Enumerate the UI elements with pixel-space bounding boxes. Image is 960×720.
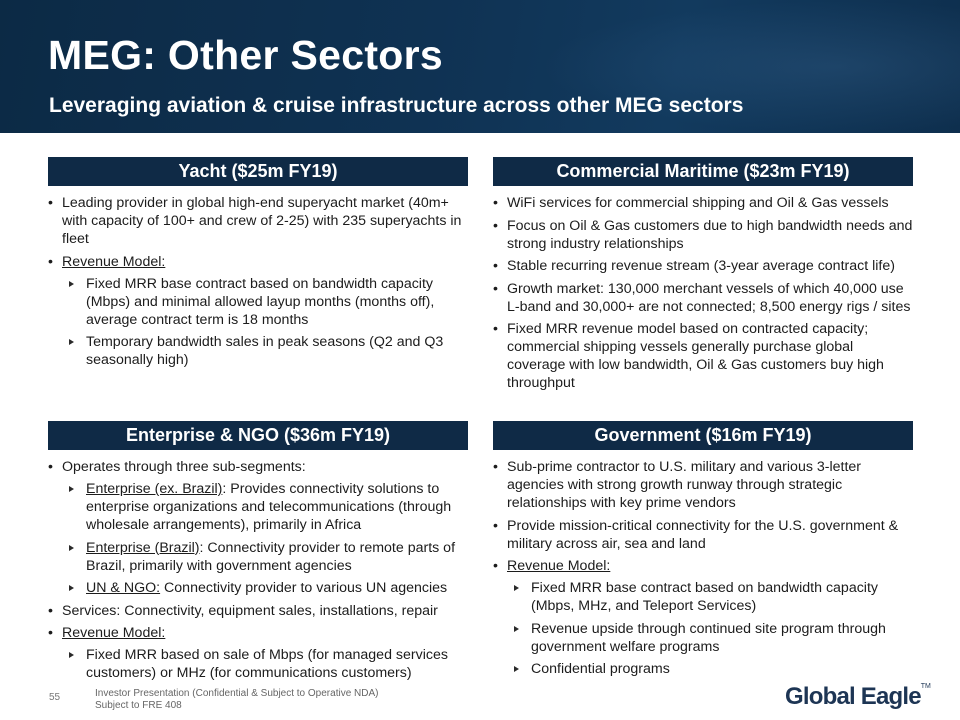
list-item: Operates through three sub-segments: Ent… — [48, 458, 468, 597]
sub-list-item: Enterprise (ex. Brazil): Provides connec… — [62, 480, 468, 534]
list-item: Leading provider in global high-end supe… — [48, 194, 468, 248]
sub-list-item: Enterprise (Brazil): Connectivity provid… — [62, 539, 468, 575]
list-item: Sub-prime contractor to U.S. military an… — [493, 458, 913, 512]
list-item: Fixed MRR revenue model based on contrac… — [493, 320, 913, 392]
list-item: Growth market: 130,000 merchant vessels … — [493, 280, 913, 316]
sub-list-item: Fixed MRR based on sale of Mbps (for man… — [62, 646, 468, 682]
bullet-text: Leading provider in global high-end supe… — [62, 195, 462, 247]
government-bullets: Sub-prime contractor to U.S. military an… — [493, 458, 913, 678]
sub-list-item: Confidential programs — [507, 660, 913, 678]
footer-disclaimer: Investor Presentation (Confidential & Su… — [95, 688, 379, 699]
page-title: MEG: Other Sectors — [48, 32, 443, 78]
subsegment-text: : Provides connectivity solutions to ent… — [86, 481, 452, 533]
logo-trademark: TM — [920, 683, 931, 690]
sub-list-item: Fixed MRR base contract based on bandwid… — [62, 275, 468, 329]
header-banner: MEG: Other Sectors Leveraging aviation &… — [0, 0, 960, 133]
header-glow — [540, 0, 960, 133]
list-item: Provide mission-critical connectivity fo… — [493, 517, 913, 553]
subsegment-text: Connectivity provider to various UN agen… — [160, 580, 448, 596]
sub-list-item: Temporary bandwidth sales in peak season… — [62, 333, 468, 369]
list-item: WiFi services for commercial shipping an… — [493, 194, 913, 212]
footer-fre-note: Subject to FRE 408 — [95, 700, 182, 711]
list-item: Revenue Model: Fixed MRR base contract b… — [48, 253, 468, 370]
page-subtitle: Leveraging aviation & cruise infrastruct… — [49, 94, 744, 117]
list-item: Revenue Model: Fixed MRR base contract b… — [493, 557, 913, 678]
government-sub-bullets: Fixed MRR base contract based on bandwid… — [507, 579, 913, 678]
government-heading: Government ($16m FY19) — [493, 421, 913, 450]
global-eagle-logo: Global EagleTM — [785, 683, 931, 710]
page-number: 55 — [49, 692, 61, 703]
list-item: Stable recurring revenue stream (3-year … — [493, 257, 913, 275]
maritime-heading: Commercial Maritime ($23m FY19) — [493, 157, 913, 186]
subsegment-label: UN & NGO: — [86, 580, 161, 596]
revenue-model-label: Revenue Model: — [62, 625, 166, 641]
enterprise-bullets: Operates through three sub-segments: Ent… — [48, 458, 468, 682]
yacht-bullets: Leading provider in global high-end supe… — [48, 194, 468, 369]
revenue-model-label: Revenue Model: — [62, 253, 166, 270]
list-item: Services: Connectivity, equipment sales,… — [48, 602, 468, 620]
revenue-model-label: Revenue Model: — [507, 558, 611, 574]
enterprise-revenue-sub-bullets: Fixed MRR based on sale of Mbps (for man… — [62, 646, 468, 682]
yacht-sub-bullets: Fixed MRR base contract based on bandwid… — [62, 275, 468, 370]
subsegment-label: Enterprise (Brazil) — [86, 539, 200, 556]
sub-list-item: Revenue upside through continued site pr… — [507, 620, 913, 656]
bullet-text: Operates through three sub-segments: — [62, 459, 306, 475]
subsegment-text: : Connectivity provider to remote parts … — [86, 539, 456, 574]
sub-list-item: UN & NGO: Connectivity provider to vario… — [62, 579, 468, 597]
enterprise-sub-bullets: Enterprise (ex. Brazil): Provides connec… — [62, 480, 468, 597]
yacht-panel: Yacht ($25m FY19) Leading provider in gl… — [48, 157, 468, 374]
list-item: Focus on Oil & Gas customers due to high… — [493, 217, 913, 253]
enterprise-heading: Enterprise & NGO ($36m FY19) — [48, 421, 468, 450]
maritime-bullets: WiFi services for commercial shipping an… — [493, 194, 913, 392]
maritime-panel: Commercial Maritime ($23m FY19) WiFi ser… — [493, 157, 913, 397]
list-item: Revenue Model: Fixed MRR based on sale o… — [48, 624, 468, 682]
yacht-heading: Yacht ($25m FY19) — [48, 157, 468, 186]
enterprise-panel: Enterprise & NGO ($36m FY19) Operates th… — [48, 421, 468, 687]
sub-list-item: Fixed MRR base contract based on bandwid… — [507, 579, 913, 615]
logo-wordmark: Global Eagle — [785, 683, 922, 710]
government-panel: Government ($16m FY19) Sub-prime contrac… — [493, 421, 913, 683]
subsegment-label: Enterprise (ex. Brazil) — [86, 481, 223, 497]
